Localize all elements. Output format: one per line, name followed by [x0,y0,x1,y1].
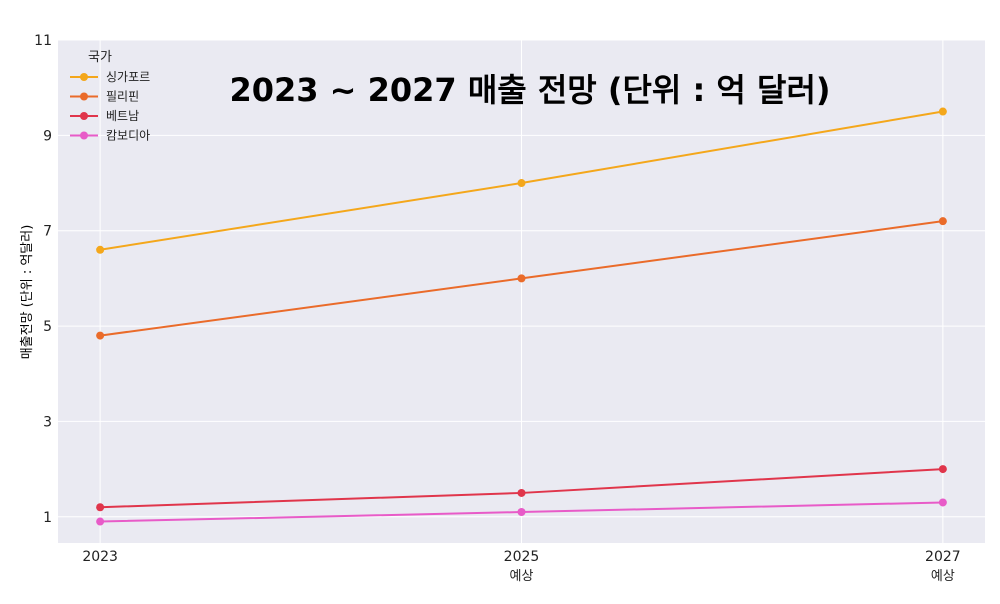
x-tick-sublabel: 예상 [931,569,955,584]
y-tick-label: 5 [43,319,52,335]
y-tick-label: 7 [43,224,52,240]
y-axis-label: 매출전망 (단위 : 억달러) [20,225,35,360]
series-layer [96,107,947,526]
series-4-point [938,498,947,507]
legend-label: 필리핀 [106,90,139,104]
series-2-point [96,331,105,340]
series-4-point [517,508,526,517]
series-2-point [938,217,947,226]
legend-swatch-marker [80,112,88,120]
series-3-point [938,465,947,474]
y-tick-label: 3 [43,414,52,430]
series-1-point [96,245,105,254]
legend-label: 캄보디아 [106,129,150,143]
series-4-point [96,517,105,526]
axes: 1 3 5 7 9 11 2023 2025 예상 2027 예상 [34,33,961,584]
x-tick-sublabel: 예상 [510,569,534,584]
series-2-point [517,274,526,283]
legend-title: 국가 [88,50,112,65]
legend-swatch-marker [80,92,88,101]
x-tick-label: 2023 [82,549,118,565]
series-3-point [96,503,105,512]
series-1-point [517,179,526,188]
y-tick-label: 1 [43,510,52,526]
chart-title: 2023 ~ 2027 매출 전망 (단위 : 억 달러) [229,71,830,109]
x-tick-label: 2025 [504,549,540,565]
grid [58,39,985,543]
y-tick-label: 9 [43,128,52,144]
legend-label: 싱가포르 [106,70,150,84]
x-tick-label: 2027 [925,549,961,565]
series-3-point [517,488,526,497]
y-tick-label: 11 [34,33,52,49]
legend-swatch-marker [80,73,88,81]
legend-label: 베트남 [106,109,139,123]
legend-swatch-marker [80,131,88,140]
series-1-point [938,107,947,116]
